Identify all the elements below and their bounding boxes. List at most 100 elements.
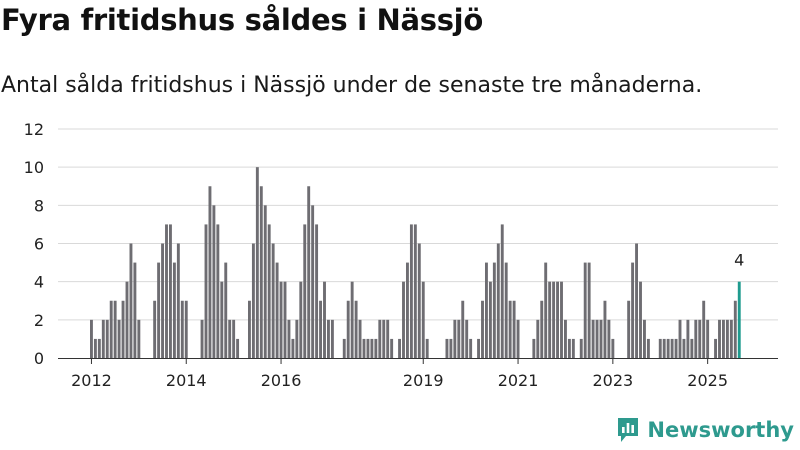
y-axis-ticks: 0 2 4 6 8 10 12 — [24, 120, 44, 368]
bar — [228, 319, 232, 358]
bar — [583, 262, 587, 358]
bar — [224, 262, 228, 358]
bar — [453, 319, 457, 358]
bar — [105, 319, 109, 358]
bar — [643, 319, 646, 358]
x-tick-label: 2019 — [403, 371, 444, 390]
bar — [117, 319, 121, 358]
bar — [275, 262, 279, 358]
bar — [504, 262, 508, 358]
bar — [161, 243, 164, 358]
bar — [157, 262, 161, 358]
x-tick-label: 2012 — [71, 371, 112, 390]
bar — [97, 338, 101, 358]
bar — [500, 224, 504, 358]
bar — [307, 186, 311, 358]
bar — [417, 243, 421, 358]
y-tick-label: 2 — [34, 311, 44, 330]
bar — [287, 319, 291, 358]
bar — [358, 319, 362, 358]
bar — [370, 338, 374, 358]
bar — [267, 224, 271, 358]
bar — [662, 338, 666, 358]
bar — [346, 300, 350, 358]
brand-name: Newsworthy — [647, 418, 794, 442]
y-tick-label: 12 — [24, 120, 44, 139]
bar — [212, 205, 216, 358]
y-tick-label: 8 — [34, 196, 44, 215]
bar — [386, 319, 390, 358]
bar — [587, 262, 591, 358]
bar — [579, 338, 583, 358]
bar — [508, 300, 512, 358]
x-tick-label: 2025 — [687, 371, 728, 390]
bar — [255, 167, 259, 358]
bar — [330, 319, 334, 358]
bar — [481, 300, 484, 358]
bar — [165, 224, 168, 358]
bar — [101, 319, 105, 358]
bar — [176, 243, 180, 358]
chart-subtitle: Antal sålda fritidshus i Nässjö under de… — [1, 73, 703, 98]
x-tick-label: 2023 — [592, 371, 633, 390]
bar — [279, 281, 283, 358]
bar — [354, 300, 358, 358]
bar — [413, 224, 417, 358]
bar — [303, 224, 307, 358]
bar-chart: 0 2 4 6 8 10 12 2012 2014 2016 2019 2021 2023 2025 4 — [24, 120, 778, 390]
bar — [374, 338, 378, 358]
bar — [93, 338, 97, 358]
bar — [666, 338, 670, 358]
bar — [560, 281, 563, 358]
bar — [366, 338, 370, 358]
bar — [678, 319, 682, 358]
bar — [706, 319, 710, 358]
bar — [232, 319, 236, 358]
bar — [204, 224, 208, 358]
bar — [694, 319, 698, 358]
bar — [714, 338, 717, 358]
bar — [532, 338, 536, 358]
bar — [259, 186, 263, 358]
bar — [544, 262, 548, 358]
chart-title: Fyra fritidshus såldes i Nässjö — [1, 3, 483, 37]
bar — [169, 224, 172, 358]
bar — [208, 186, 212, 358]
bar — [172, 262, 176, 358]
bar — [133, 262, 137, 358]
bar — [382, 319, 386, 358]
bar — [635, 243, 638, 358]
bar — [342, 338, 346, 358]
brand-logo[interactable]: Newsworthy — [616, 416, 794, 444]
bar — [129, 243, 133, 358]
bar — [698, 319, 702, 358]
bar — [729, 319, 733, 358]
bar — [236, 338, 240, 358]
bar — [180, 300, 184, 358]
bar — [248, 300, 251, 358]
data-label: 4 — [734, 251, 744, 270]
bar — [311, 205, 315, 358]
bar — [220, 281, 224, 358]
bar — [477, 338, 480, 358]
bar — [564, 319, 567, 358]
bar — [670, 338, 674, 358]
bar — [571, 338, 575, 358]
bar — [113, 300, 117, 358]
bar — [251, 243, 255, 358]
bar — [733, 300, 737, 358]
bar — [425, 338, 429, 358]
bar — [469, 338, 473, 358]
bar — [718, 319, 721, 358]
bar — [516, 319, 520, 358]
bar — [445, 338, 449, 358]
bar — [658, 338, 662, 358]
bar — [153, 300, 157, 358]
bar — [350, 281, 354, 358]
bar — [552, 281, 556, 358]
bar — [327, 319, 330, 358]
x-tick-label: 2016 — [261, 371, 302, 390]
bar — [702, 300, 706, 358]
bar — [492, 262, 496, 358]
bar — [722, 319, 725, 358]
